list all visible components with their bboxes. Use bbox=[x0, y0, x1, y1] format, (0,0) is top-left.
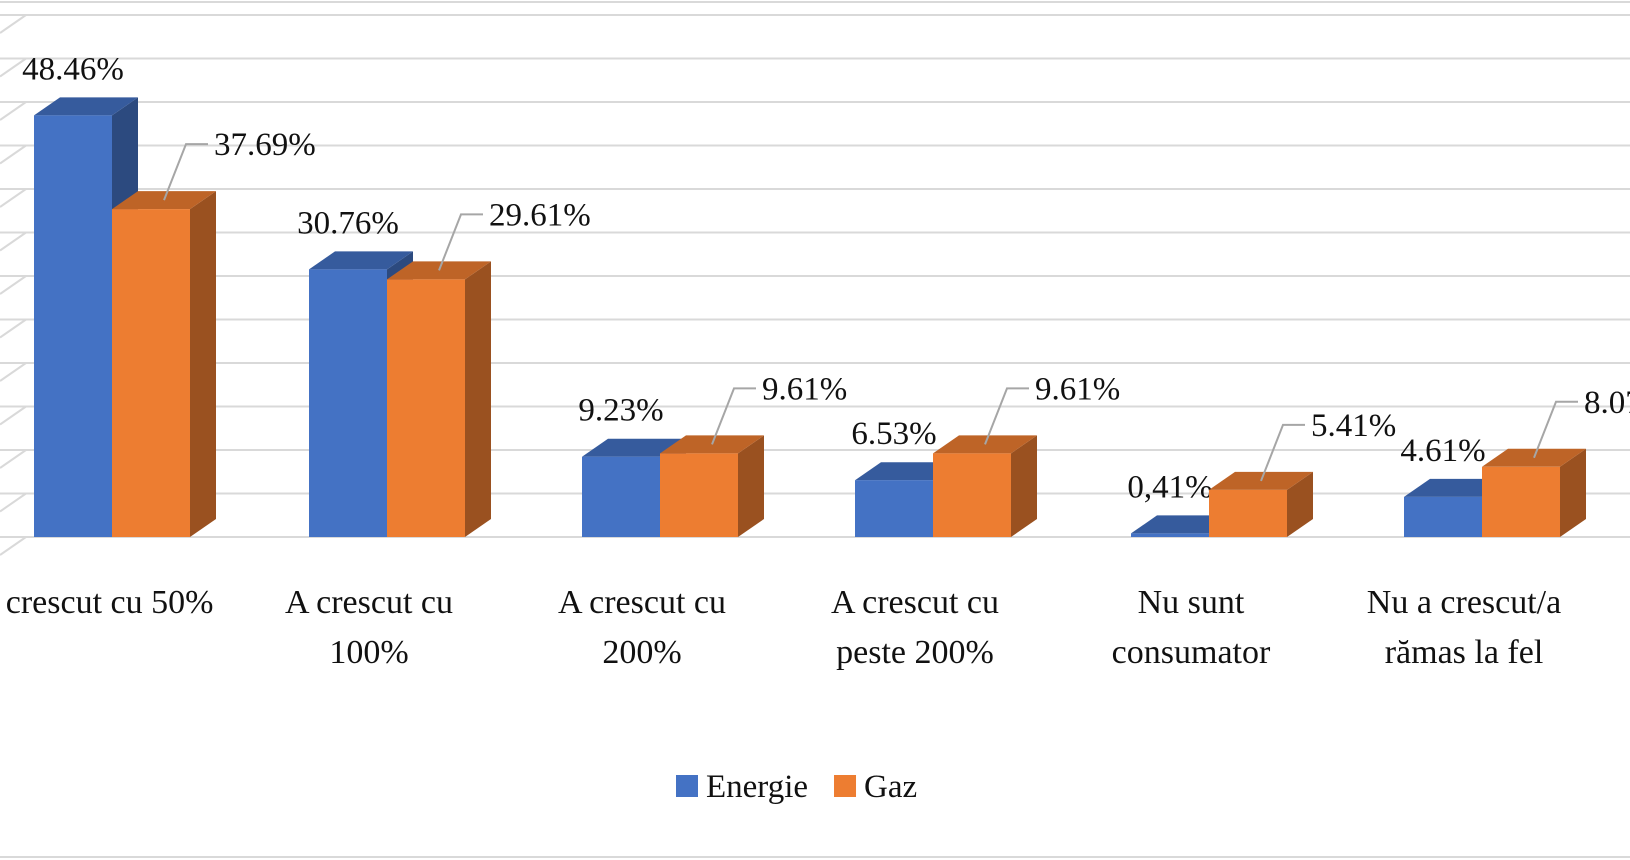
grid-line-depth bbox=[0, 101, 27, 121]
bar-front bbox=[855, 480, 933, 537]
grid-line-depth bbox=[0, 14, 27, 34]
leader-line bbox=[163, 143, 208, 201]
grid-line-depth bbox=[0, 536, 27, 556]
grid-line-depth bbox=[0, 405, 27, 426]
bar-front bbox=[582, 456, 660, 537]
leader-line bbox=[711, 387, 756, 445]
data-label: 9.61% bbox=[1035, 371, 1120, 407]
data-label: 37.69% bbox=[214, 127, 316, 163]
grid-line-depth bbox=[0, 275, 27, 295]
bar-side bbox=[1287, 471, 1313, 537]
bar bbox=[387, 261, 491, 537]
grid-line-depth bbox=[0, 188, 27, 208]
data-label: 4.61% bbox=[1400, 433, 1485, 469]
legend-label: Gaz bbox=[864, 769, 917, 805]
grid-line-depth bbox=[0, 449, 27, 469]
bar-front bbox=[309, 269, 387, 537]
grid-line-depth bbox=[0, 144, 27, 165]
bar-front bbox=[660, 453, 738, 537]
data-label: 8.07% bbox=[1584, 385, 1630, 421]
leader-line bbox=[1260, 423, 1305, 482]
bar-front bbox=[1131, 533, 1209, 537]
data-label: 30.76% bbox=[297, 205, 399, 241]
bar bbox=[660, 435, 764, 537]
x-tick-label: Nu sunt consumator bbox=[1111, 584, 1271, 671]
legend-label: Energie bbox=[706, 769, 808, 805]
x-tick-label: A crescut cu peste 200% bbox=[830, 584, 1000, 671]
bar-side bbox=[190, 191, 216, 538]
grid-line-depth bbox=[0, 492, 27, 513]
bar-top bbox=[309, 251, 413, 270]
bar-front bbox=[1404, 496, 1482, 537]
data-label: 9.23% bbox=[578, 393, 663, 429]
x-tick-label: A crescut cu 50% bbox=[0, 584, 214, 621]
data-label: 0,41% bbox=[1127, 469, 1212, 505]
leader-line bbox=[438, 213, 483, 271]
data-label: 9.61% bbox=[762, 371, 847, 407]
bar bbox=[1482, 448, 1586, 537]
leader-line bbox=[984, 387, 1029, 445]
bar-side bbox=[738, 435, 764, 537]
bar-front bbox=[1482, 466, 1560, 537]
bar bbox=[1209, 471, 1313, 537]
bar bbox=[933, 435, 1037, 537]
bar bbox=[112, 191, 216, 538]
leader-line bbox=[1533, 400, 1578, 459]
x-tick-label: A crescut cu 100% bbox=[284, 584, 454, 671]
data-label: 48.46% bbox=[22, 51, 124, 87]
bar-top bbox=[582, 438, 686, 457]
legend-swatch bbox=[676, 775, 698, 797]
bar-side bbox=[465, 261, 491, 537]
bar-front bbox=[387, 279, 465, 537]
grid-line-depth bbox=[0, 57, 27, 78]
data-label: 29.61% bbox=[489, 197, 591, 233]
bar-front bbox=[112, 209, 190, 538]
x-tick-label: Nu a crescut/a rămas la fel bbox=[1366, 584, 1562, 671]
bar-front bbox=[1209, 489, 1287, 537]
bar-top bbox=[34, 97, 138, 116]
data-label: 6.53% bbox=[851, 416, 936, 452]
data-label: 5.41% bbox=[1311, 408, 1396, 444]
grid-line-depth bbox=[0, 318, 27, 339]
x-tick-label: A crescut cu 200% bbox=[557, 584, 727, 671]
grid-line-depth bbox=[0, 362, 27, 382]
bar-side bbox=[1560, 448, 1586, 537]
bar-front bbox=[933, 453, 1011, 537]
grid-line-depth bbox=[0, 231, 27, 252]
bar-side bbox=[1011, 435, 1037, 537]
legend-swatch bbox=[834, 775, 857, 797]
bar-front bbox=[34, 115, 112, 537]
